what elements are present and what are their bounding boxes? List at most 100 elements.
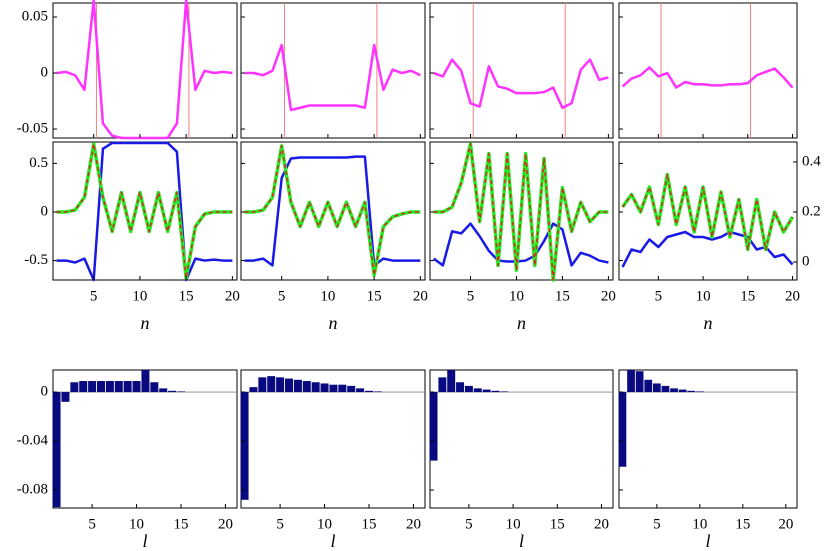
y-tick-label: -0.5 bbox=[24, 252, 48, 268]
bar bbox=[177, 391, 185, 393]
bar bbox=[52, 392, 61, 508]
x-axis-label: n bbox=[141, 313, 150, 333]
x-tick-label: 5 bbox=[88, 516, 96, 532]
bar bbox=[464, 385, 473, 393]
series-line bbox=[56, 141, 233, 282]
series-line bbox=[433, 143, 609, 281]
bar bbox=[356, 388, 365, 393]
bar bbox=[347, 385, 356, 393]
series-line bbox=[244, 155, 421, 267]
y-tick-label: 0 bbox=[41, 383, 49, 399]
bar bbox=[447, 370, 456, 393]
bar bbox=[105, 381, 114, 393]
bar bbox=[482, 389, 491, 393]
panel-frame bbox=[52, 2, 238, 139]
y2-tick-label: 0.4 bbox=[802, 153, 821, 169]
x-tick-label: 20 bbox=[406, 516, 421, 532]
x-tick-label: 5 bbox=[276, 516, 284, 532]
bar bbox=[635, 371, 644, 393]
y-tick-label: 0.05 bbox=[22, 8, 48, 24]
bar bbox=[168, 390, 177, 393]
bar bbox=[661, 385, 670, 393]
x-axis-label: n bbox=[517, 313, 526, 333]
bar bbox=[258, 377, 267, 393]
x-tick-label: 10 bbox=[317, 516, 332, 532]
bar bbox=[88, 381, 97, 393]
bar bbox=[473, 388, 482, 393]
bar bbox=[627, 370, 635, 393]
bar bbox=[70, 382, 79, 393]
x-tick-label: 10 bbox=[320, 288, 335, 304]
bar bbox=[276, 377, 285, 393]
x-tick-label: 10 bbox=[696, 288, 711, 304]
bar bbox=[491, 390, 500, 393]
bar bbox=[61, 392, 70, 402]
bar bbox=[652, 383, 661, 393]
x-tick-label: 10 bbox=[509, 288, 524, 304]
x-tick-label: 5 bbox=[655, 288, 663, 304]
bar bbox=[618, 392, 627, 467]
y-tick-label: 0 bbox=[41, 64, 49, 80]
x-axis-label: n bbox=[329, 313, 338, 333]
bar bbox=[311, 382, 320, 393]
bar bbox=[159, 388, 168, 393]
x-tick-label: 5 bbox=[278, 288, 286, 304]
series-line bbox=[56, 0, 233, 140]
bar bbox=[267, 376, 276, 393]
y-tick-label: -0.04 bbox=[17, 432, 49, 448]
bar bbox=[240, 392, 249, 500]
series-line bbox=[56, 143, 233, 279]
x-tick-label: 20 bbox=[225, 288, 240, 304]
x-tick-label: 15 bbox=[740, 288, 755, 304]
panel-frame bbox=[52, 369, 238, 509]
x-tick-label: 5 bbox=[465, 516, 473, 532]
x-axis-label: l bbox=[705, 531, 710, 551]
bar bbox=[644, 379, 653, 393]
x-axis-label: l bbox=[330, 531, 335, 551]
x-tick-label: 5 bbox=[467, 288, 475, 304]
panel-frame bbox=[240, 369, 426, 509]
bar bbox=[114, 381, 123, 393]
x-tick-label: 20 bbox=[778, 516, 793, 532]
x-tick-label: 10 bbox=[506, 516, 521, 532]
x-tick-label: 15 bbox=[179, 288, 194, 304]
bar bbox=[687, 390, 696, 393]
x-tick-label: 5 bbox=[653, 516, 661, 532]
x-tick-label: 15 bbox=[735, 516, 750, 532]
bar bbox=[293, 379, 302, 393]
bar bbox=[695, 391, 704, 393]
x-axis-label: l bbox=[142, 531, 147, 551]
x-tick-label: 10 bbox=[129, 516, 144, 532]
series-line bbox=[621, 66, 794, 89]
x-tick-label: 10 bbox=[132, 288, 147, 304]
bar bbox=[670, 388, 678, 393]
y-tick-label: -0.05 bbox=[17, 120, 48, 136]
x-tick-label: 15 bbox=[174, 516, 189, 532]
series-line bbox=[621, 173, 794, 251]
panel-frame bbox=[429, 369, 614, 509]
bar bbox=[365, 390, 373, 393]
bar bbox=[97, 381, 105, 393]
x-axis-label: n bbox=[704, 313, 713, 333]
x-tick-label: 15 bbox=[555, 288, 570, 304]
bar bbox=[429, 392, 438, 461]
bar bbox=[500, 391, 509, 393]
x-tick-label: 10 bbox=[692, 516, 707, 532]
bar bbox=[320, 383, 329, 393]
y2-tick-label: 0 bbox=[802, 253, 810, 269]
x-tick-label: 15 bbox=[550, 516, 565, 532]
y-tick-label: 0 bbox=[41, 203, 49, 219]
series-line bbox=[244, 145, 421, 276]
y-tick-label: -0.08 bbox=[17, 481, 48, 497]
bar bbox=[285, 378, 293, 393]
x-tick-label: 15 bbox=[362, 516, 377, 532]
bar bbox=[79, 381, 88, 393]
bar bbox=[329, 384, 338, 393]
x-tick-label: 15 bbox=[367, 288, 382, 304]
x-tick-label: 20 bbox=[594, 516, 609, 532]
series-line bbox=[432, 222, 609, 267]
x-tick-label: 20 bbox=[601, 288, 616, 304]
x-tick-label: 20 bbox=[785, 288, 800, 304]
series-line bbox=[244, 43, 421, 112]
